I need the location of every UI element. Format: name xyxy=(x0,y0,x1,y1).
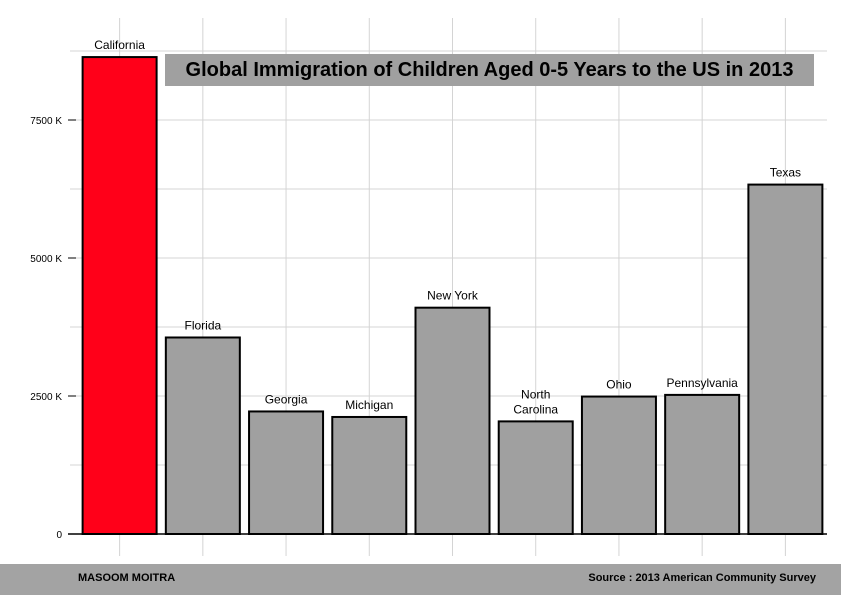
bar-labels: California Florida Georgia Michigan New York… xyxy=(94,38,801,416)
chart-title-banner: Global Immigration of Children Aged 0-5 … xyxy=(165,54,814,86)
bar-north-carolina xyxy=(497,420,574,535)
bar-label: Florida xyxy=(184,318,221,332)
bar-label: Michigan xyxy=(345,398,393,412)
author-credit: MASOOM MOITRA xyxy=(78,572,176,584)
footer-bar: MASOOM MOITRA Source : 2013 American Com… xyxy=(0,564,841,595)
bar-california xyxy=(81,56,158,536)
bar-label: Pennsylvania xyxy=(666,376,738,390)
bar-label: New York xyxy=(427,289,479,303)
bar-label: Georgia xyxy=(265,392,308,406)
y-tick-label: 2500 K xyxy=(30,392,62,403)
y-tick-label: 5000 K xyxy=(30,254,62,265)
bar-ohio xyxy=(580,395,657,535)
bar-texas xyxy=(747,183,824,535)
bar-label: Texas xyxy=(770,166,801,180)
bar-michigan xyxy=(331,415,408,536)
bar-label: North Carolina xyxy=(513,387,558,416)
source-credit: Source : 2013 American Community Survey xyxy=(588,572,816,584)
y-tick-label: 0 xyxy=(56,530,62,541)
bars xyxy=(81,56,824,536)
bar-new-york xyxy=(414,306,491,535)
y-tick-labels: 0 2500 K 5000 K 7500 K xyxy=(30,116,62,541)
bar-pennsylvania xyxy=(664,393,741,535)
bar-georgia xyxy=(248,410,325,535)
bar-label: California xyxy=(94,38,145,52)
bar-label: Ohio xyxy=(606,378,632,392)
y-tick-label: 7500 K xyxy=(30,116,62,127)
bar-florida xyxy=(164,336,241,535)
chart-title: Global Immigration of Children Aged 0-5 … xyxy=(185,58,794,81)
